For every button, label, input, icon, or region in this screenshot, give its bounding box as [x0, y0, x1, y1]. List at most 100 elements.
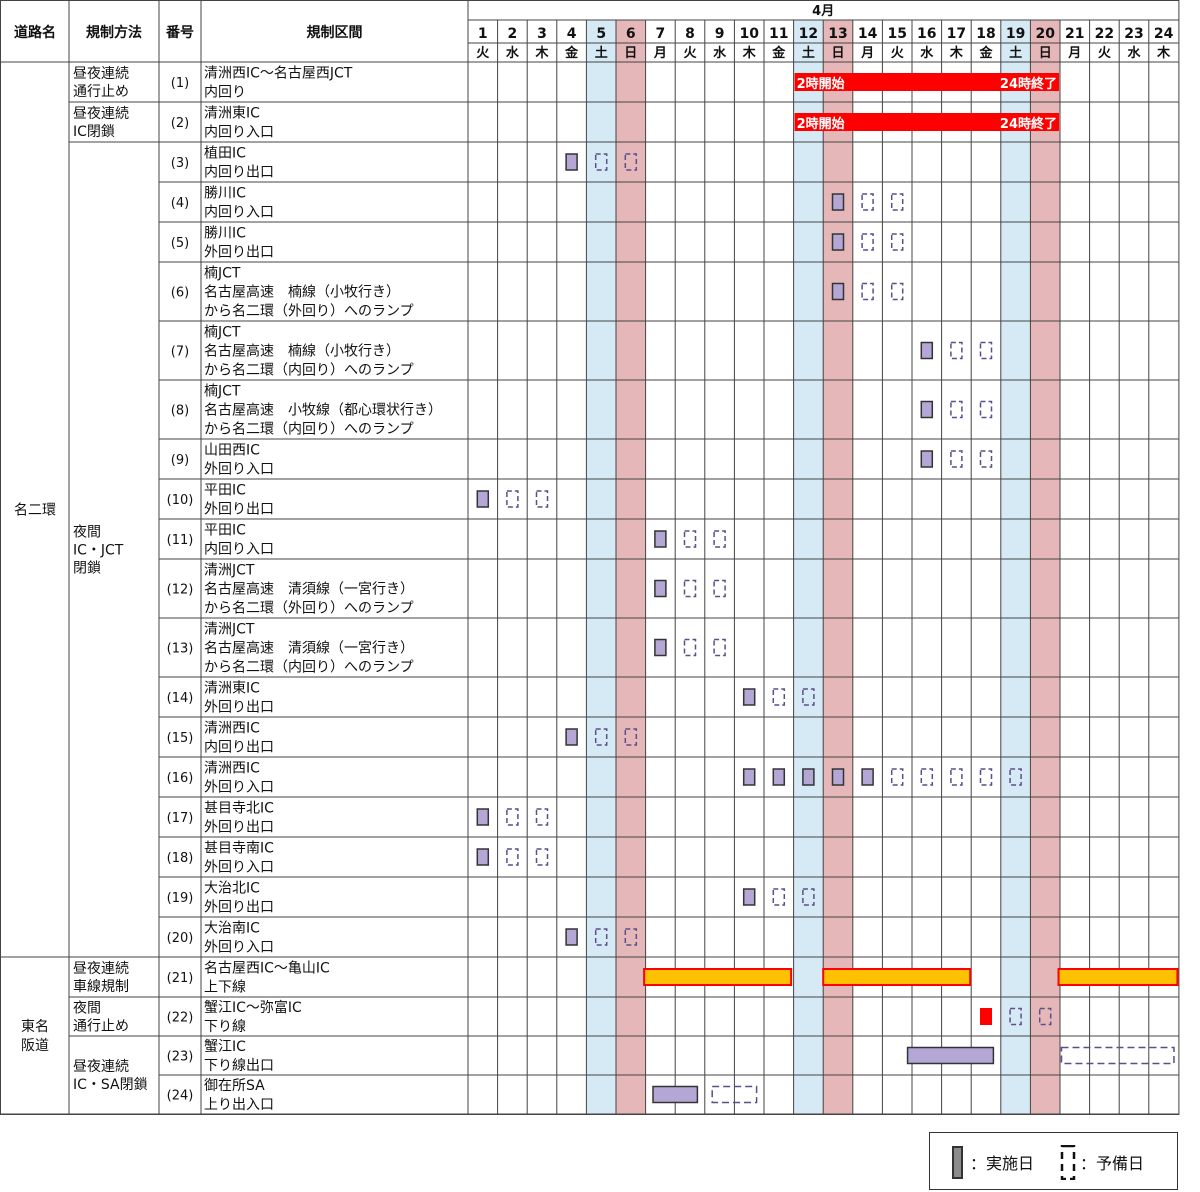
- weekday-15: 火: [891, 46, 905, 61]
- row-12-section-line-0: 清洲JCT: [204, 563, 255, 579]
- row-11-mark-day-8: [683, 530, 697, 548]
- row-19-section-line-0: 大治北IC: [204, 881, 260, 897]
- row-10-section-line-1: 外回り出口: [204, 502, 274, 518]
- weekday-6: 日: [624, 46, 637, 61]
- weekday-18: 金: [978, 45, 993, 61]
- row-number-6: (6): [171, 286, 189, 301]
- weekday-9: 水: [713, 45, 727, 61]
- row-13-section-line-1: 名古屋高速 清須線（一宮行き）: [204, 640, 414, 657]
- row-21-section-line-1: 上下線: [204, 980, 246, 996]
- day-number-1: 1: [478, 26, 488, 42]
- row-9-mark-day-16: [920, 450, 934, 468]
- weekday-17: 木: [949, 45, 964, 61]
- row-1-section-line-1: 内回り: [204, 85, 246, 101]
- road-name-1-line-0: 東名: [21, 1019, 49, 1035]
- weekday-14: 月: [860, 46, 874, 61]
- method-2-line-2: 閉鎖: [73, 561, 101, 577]
- day-number-7: 7: [656, 26, 666, 42]
- row-16-mark-day-19: [1009, 768, 1022, 786]
- day-number-19: 19: [1006, 26, 1025, 42]
- weekday-8: 火: [683, 46, 697, 61]
- row-2-section-line-1: 内回り入口: [204, 125, 274, 141]
- header-number: 番号: [165, 24, 194, 41]
- row-21-section-line-0: 名古屋西IC～亀山IC: [204, 961, 330, 977]
- weekend-column-6: [616, 20, 646, 1114]
- row-16-mark-day-12: [802, 768, 815, 786]
- row-16-mark-day-15: [890, 768, 904, 786]
- row-5-section-line-1: 外回り出口: [204, 245, 274, 261]
- row-1-bar-0-start-label: 2時開始: [797, 76, 845, 92]
- method-1-line-1: IC閉鎖: [73, 124, 115, 140]
- row-1-section-line-0: 清洲西IC～名古屋西JCT: [204, 66, 353, 82]
- row-18-mark-day-2: [506, 848, 519, 866]
- row-number-24: (24): [167, 1089, 194, 1104]
- row-number-7: (7): [171, 345, 189, 360]
- row-22-mark-day-20: [1038, 1007, 1052, 1026]
- row-7-mark-day-16: [920, 341, 934, 360]
- row-22-section-line-1: 下り線: [204, 1019, 246, 1035]
- day-number-22: 22: [1095, 26, 1114, 42]
- row-16-mark-day-16: [920, 768, 934, 786]
- row-20-mark-day-5: [594, 928, 608, 946]
- day-number-10: 10: [739, 26, 759, 42]
- row-22-mark-day-19: [1009, 1007, 1022, 1026]
- weekend-column-13: [823, 20, 853, 1114]
- row-number-9: (9): [171, 453, 189, 468]
- row-14-mark-day-11: [772, 688, 786, 706]
- weekday-10: 木: [742, 45, 757, 61]
- legend-reserve-label: ：予備日: [1080, 1154, 1145, 1173]
- row-4-mark-day-15: [890, 193, 904, 211]
- day-number-16: 16: [917, 26, 936, 42]
- legend: ：実施日 ：予備日: [929, 1132, 1178, 1190]
- row-number-14: (14): [167, 691, 194, 706]
- row-23-section-line-0: 蟹江IC: [204, 1039, 246, 1055]
- row-14-mark-day-10: [742, 688, 756, 706]
- row-8-section-line-1: 名古屋高速 小牧線（都心環状行き）: [204, 402, 442, 419]
- row-17-section-line-1: 外回り出口: [204, 820, 274, 836]
- row-16-mark-day-17: [950, 768, 963, 786]
- day-number-20: 20: [1035, 26, 1055, 42]
- row-19-mark-day-12: [802, 888, 815, 906]
- row-13-mark-day-7: [654, 638, 667, 657]
- row-17-mark-day-1: [476, 808, 490, 826]
- row-5-mark-day-13: [831, 233, 845, 251]
- row-16-mark-day-10: [742, 768, 756, 786]
- method-5-line-0: 昼夜連続: [73, 1058, 129, 1075]
- weekend-column-5: [586, 20, 616, 1114]
- row-8-section-line-2: から名二環（内回り）へのランプ: [204, 422, 414, 438]
- row-number-2: (2): [171, 116, 189, 131]
- row-12-mark-day-8: [683, 579, 697, 598]
- row-number-17: (17): [167, 811, 194, 826]
- weekday-19: 土: [1009, 45, 1022, 61]
- method-5-line-1: IC・SA閉鎖: [73, 1077, 148, 1093]
- row-1-bar-0-end-label: 24時終了: [1000, 76, 1057, 92]
- row-13-mark-day-8: [683, 638, 697, 657]
- header-section: 規制区間: [307, 24, 363, 41]
- row-6-mark-day-13: [831, 282, 845, 301]
- row-12-mark-day-7: [654, 579, 667, 598]
- row-number-22: (22): [167, 1011, 194, 1026]
- row-13-section-line-0: 清洲JCT: [204, 622, 255, 638]
- row-4-section-line-1: 内回り入口: [204, 205, 274, 221]
- day-number-4: 4: [567, 26, 577, 42]
- row-14-mark-day-12: [802, 688, 815, 706]
- row-4-mark-day-13: [831, 193, 845, 211]
- row-20-section-line-1: 外回り入口: [204, 940, 274, 956]
- row-10-mark-day-2: [506, 490, 519, 508]
- row-5-section-line-0: 勝川IC: [204, 226, 246, 242]
- row-7-mark-day-18: [979, 341, 993, 360]
- row-3-section-line-0: 植田IC: [204, 146, 246, 162]
- row-number-11: (11): [167, 533, 194, 548]
- legend-reserve-swatch: [1060, 1145, 1076, 1180]
- day-number-5: 5: [596, 26, 606, 42]
- row-23-bar-1: [1060, 1046, 1175, 1065]
- row-14-section-line-1: 外回り出口: [204, 700, 274, 716]
- day-number-8: 8: [685, 26, 695, 42]
- row-6-mark-day-15: [890, 282, 904, 301]
- row-number-10: (10): [167, 493, 194, 508]
- row-number-3: (3): [171, 156, 189, 171]
- row-22-mark-day-18: [980, 1008, 992, 1025]
- weekend-column-19: [1000, 20, 1031, 1114]
- row-6-section-line-0: 楠JCT: [204, 266, 241, 282]
- row-15-section-line-0: 清洲西IC: [204, 721, 260, 737]
